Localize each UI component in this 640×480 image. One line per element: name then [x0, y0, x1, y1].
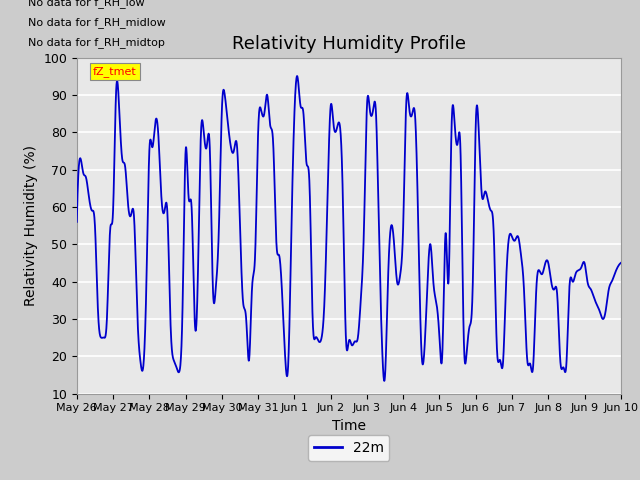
Text: No data for f_RH_midtop: No data for f_RH_midtop: [28, 37, 164, 48]
Text: fZ_tmet: fZ_tmet: [93, 66, 137, 77]
Title: Relativity Humidity Profile: Relativity Humidity Profile: [232, 35, 466, 53]
Legend: 22m: 22m: [308, 435, 389, 461]
Y-axis label: Relativity Humidity (%): Relativity Humidity (%): [24, 145, 38, 306]
X-axis label: Time: Time: [332, 419, 366, 433]
Text: No data for f_RH_midlow: No data for f_RH_midlow: [28, 17, 166, 28]
Text: No data for f_RH_low: No data for f_RH_low: [28, 0, 145, 8]
